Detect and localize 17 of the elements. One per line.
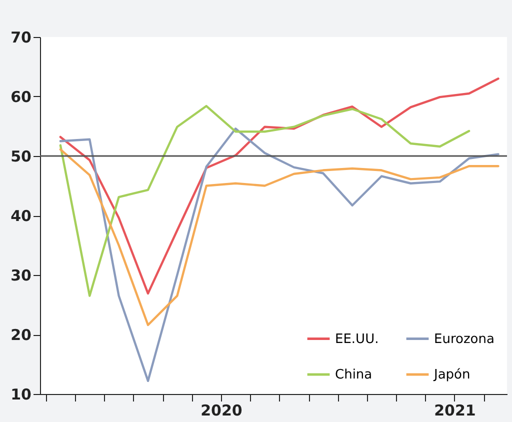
line-series — [59, 104, 470, 297]
y-tick-label: 50 — [10, 148, 32, 166]
y-tick-label: 30 — [10, 266, 32, 284]
y-tick-label: 40 — [10, 207, 32, 225]
legend-label: EE.UU. — [335, 332, 379, 347]
y-tick-label: 60 — [10, 88, 32, 106]
line-series — [59, 128, 500, 382]
x-tick-label: 2020 — [200, 402, 242, 420]
line-series — [59, 78, 500, 295]
y-tick-label: 70 — [10, 28, 32, 46]
legend-label: Japón — [433, 368, 470, 382]
legend-label: Eurozona — [434, 332, 494, 347]
y-tick-label: 10 — [10, 386, 32, 404]
line-series — [59, 148, 500, 326]
legend-label: China — [335, 368, 372, 382]
x-tick-label: 2021 — [434, 402, 476, 420]
y-tick-label: 20 — [10, 326, 32, 344]
